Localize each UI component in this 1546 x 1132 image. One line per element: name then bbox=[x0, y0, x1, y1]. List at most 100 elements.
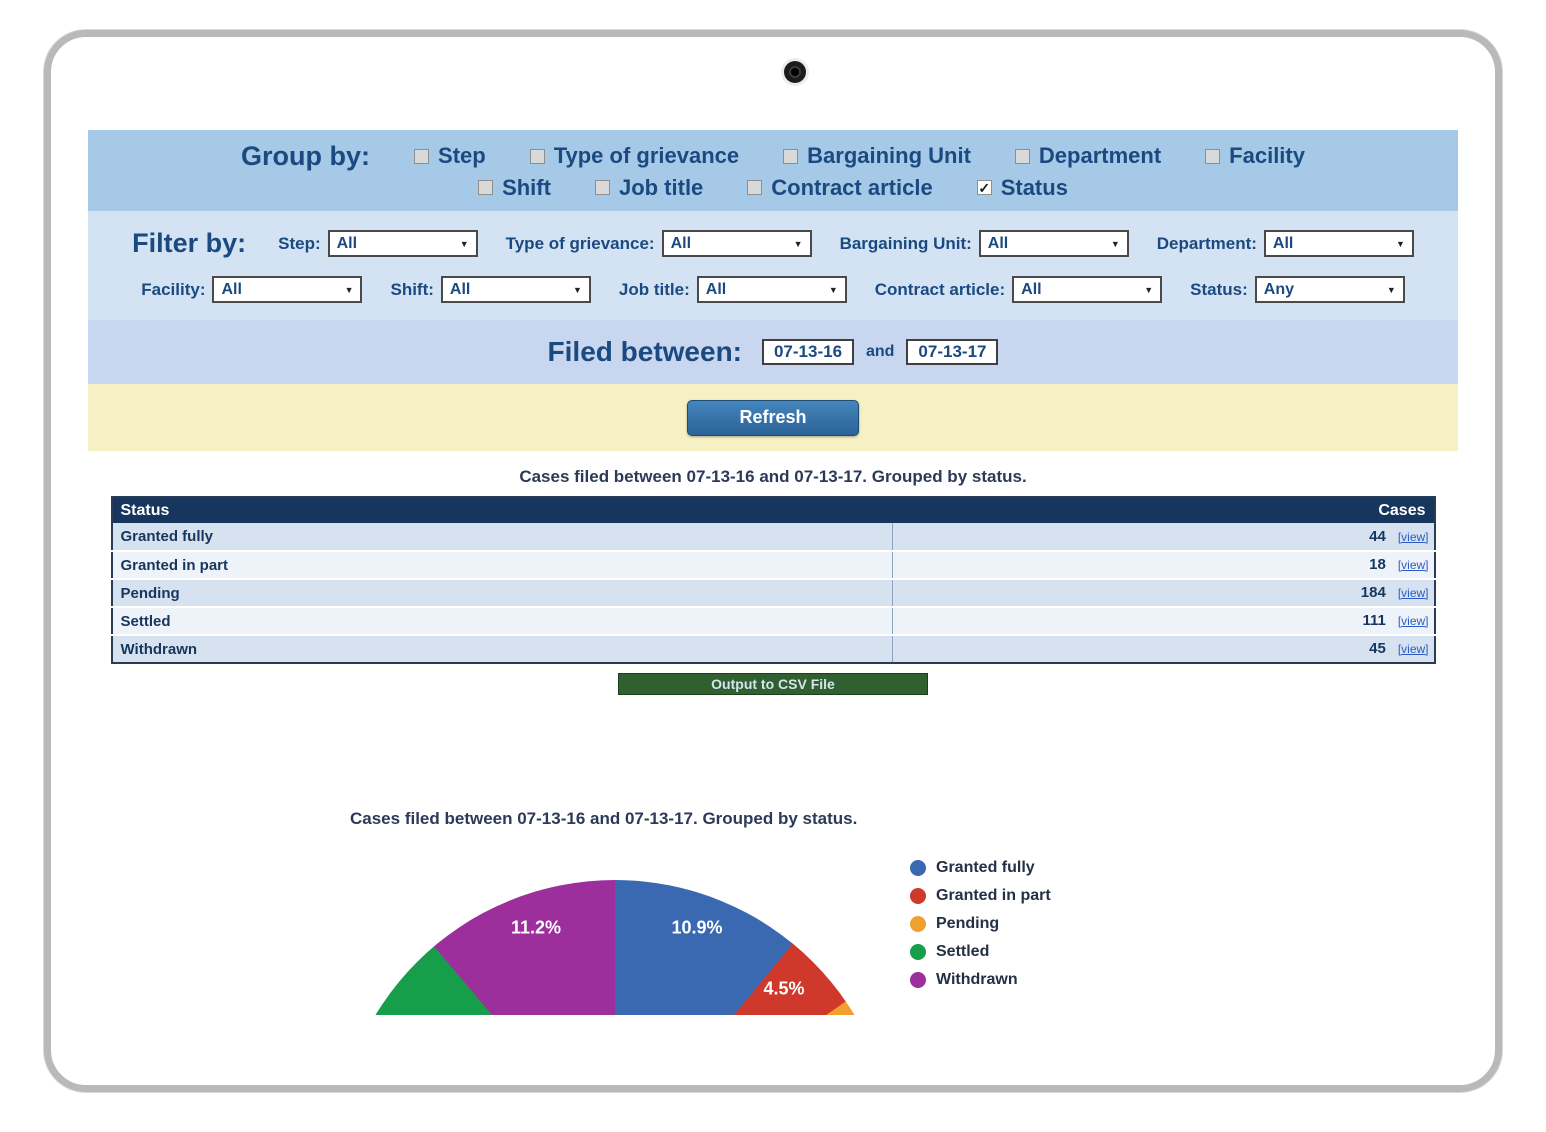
checkbox-checked-icon[interactable] bbox=[976, 180, 992, 195]
checkbox-icon[interactable] bbox=[1205, 148, 1221, 164]
job-title-select[interactable]: All ▼ bbox=[696, 276, 847, 303]
csv-button-area: Output to CSV File bbox=[88, 673, 1458, 695]
filter-shift: Shift: All ▼ bbox=[390, 276, 591, 303]
job-title-select-value: All bbox=[705, 280, 727, 298]
group-by-job-title-label: Job title bbox=[618, 174, 704, 200]
cases-cell: 45 [view] bbox=[891, 634, 1435, 663]
filter-job-title: Job title: All ▼ bbox=[619, 276, 847, 303]
pie-slice-label-withdrawn: 11.2% bbox=[510, 917, 562, 938]
table-row: Granted in part 18 [view] bbox=[111, 550, 1435, 579]
legend-item-granted-fully: Granted fully bbox=[910, 859, 1051, 876]
group-by-job-title[interactable]: Job title bbox=[594, 174, 704, 201]
filter-department: Department: All ▼ bbox=[1157, 230, 1414, 257]
job-title-filter-label: Job title: bbox=[618, 279, 690, 299]
contract-article-select[interactable]: All ▼ bbox=[1012, 276, 1163, 303]
view-link[interactable]: [view] bbox=[1397, 614, 1429, 628]
legend-dot-icon bbox=[910, 915, 926, 932]
checkbox-icon[interactable] bbox=[594, 180, 610, 195]
filter-type-of-grievance: Type of grievance: All ▼ bbox=[506, 230, 812, 257]
group-by-bar: Group by: Step Type of grievance Bargain… bbox=[88, 130, 1458, 211]
filed-between-bar: Filed between: and bbox=[88, 320, 1458, 384]
filter-by-label: Filter by: bbox=[132, 228, 247, 258]
view-link[interactable]: [view] bbox=[1397, 558, 1429, 572]
cases-cell: 184 [view] bbox=[891, 578, 1435, 607]
bargaining-unit-select-value: All bbox=[987, 234, 1009, 252]
filter-bargaining-unit: Bargaining Unit: All ▼ bbox=[840, 230, 1129, 257]
group-by-step-label: Step bbox=[438, 143, 486, 168]
filter-status: Status: Any ▼ bbox=[1190, 276, 1405, 303]
and-label: and bbox=[866, 343, 895, 360]
case-count: 111 bbox=[1362, 612, 1386, 629]
cases-cell: 18 [view] bbox=[891, 550, 1435, 579]
legend-label: Pending bbox=[936, 914, 1000, 932]
date-from-input[interactable] bbox=[762, 339, 854, 365]
group-by-shift-label: Shift bbox=[502, 174, 551, 200]
group-by-type-of-grievance[interactable]: Type of grievance bbox=[529, 143, 740, 169]
dropdown-arrow-icon: ▼ bbox=[573, 284, 582, 295]
checkbox-icon[interactable] bbox=[414, 148, 430, 164]
filed-between-label: Filed between: bbox=[547, 336, 742, 367]
type-select-value: All bbox=[670, 234, 692, 252]
filter-by-bar: Filter by: Step: All ▼ Type of grievance… bbox=[88, 211, 1458, 320]
table-row: Pending 184 [view] bbox=[111, 578, 1435, 607]
refresh-band: Refresh bbox=[88, 384, 1458, 451]
case-count: 45 bbox=[1369, 640, 1386, 657]
legend-label: Settled bbox=[936, 942, 990, 960]
shift-select[interactable]: All ▼ bbox=[440, 276, 591, 303]
legend-item-settled: Settled bbox=[910, 943, 1051, 960]
dropdown-arrow-icon: ▼ bbox=[1144, 284, 1154, 295]
pie-chart bbox=[335, 880, 895, 1015]
legend-dot-icon bbox=[910, 971, 926, 988]
filter-facility: Facility: All ▼ bbox=[141, 276, 363, 303]
view-link[interactable]: [view] bbox=[1397, 642, 1429, 656]
group-by-type-label: Type of grievance bbox=[553, 143, 740, 168]
type-of-grievance-select[interactable]: All ▼ bbox=[661, 230, 812, 257]
group-by-shift[interactable]: Shift bbox=[478, 175, 551, 201]
view-link[interactable]: [view] bbox=[1397, 586, 1429, 600]
legend-item-granted-in-part: Granted in part bbox=[910, 887, 1051, 904]
cases-cell: 111 [view] bbox=[891, 606, 1435, 635]
cases-column-header: Cases bbox=[891, 497, 1435, 523]
bargaining-unit-filter-label: Bargaining Unit: bbox=[839, 233, 972, 253]
dropdown-arrow-icon: ▼ bbox=[1386, 284, 1396, 295]
group-by-status-label: Status bbox=[1000, 174, 1068, 200]
status-filter-label: Status: bbox=[1190, 279, 1248, 299]
group-by-step[interactable]: Step bbox=[414, 143, 486, 169]
checkbox-icon[interactable] bbox=[1014, 148, 1030, 164]
department-select[interactable]: All ▼ bbox=[1263, 230, 1414, 257]
checkbox-icon[interactable] bbox=[478, 180, 494, 195]
chart-legend: Granted fully Granted in part Pending Se… bbox=[910, 859, 1051, 988]
bargaining-unit-select[interactable]: All ▼ bbox=[978, 230, 1129, 257]
dropdown-arrow-icon: ▼ bbox=[344, 284, 354, 295]
step-select[interactable]: All ▼ bbox=[327, 230, 478, 257]
refresh-button[interactable]: Refresh bbox=[687, 399, 859, 436]
group-by-label: Group by: bbox=[241, 140, 371, 171]
checkbox-icon[interactable] bbox=[747, 180, 763, 195]
checkbox-icon[interactable] bbox=[529, 148, 545, 164]
group-by-bargaining-unit[interactable]: Bargaining Unit bbox=[783, 143, 971, 169]
dropdown-arrow-icon: ▼ bbox=[793, 238, 803, 249]
shift-select-value: All bbox=[449, 280, 471, 298]
output-csv-button[interactable]: Output to CSV File bbox=[618, 673, 928, 695]
dropdown-arrow-icon: ▼ bbox=[1110, 238, 1120, 249]
group-by-department-label: Department bbox=[1038, 143, 1162, 168]
status-select[interactable]: Any ▼ bbox=[1254, 276, 1405, 303]
group-by-contract-article[interactable]: Contract article bbox=[747, 175, 933, 201]
contract-article-select-value: All bbox=[1021, 280, 1042, 298]
facility-select[interactable]: All ▼ bbox=[212, 276, 363, 303]
cases-table: Status Cases Granted fully 44 [view] Gran… bbox=[110, 496, 1436, 664]
date-to-input[interactable] bbox=[906, 339, 999, 365]
case-count: 184 bbox=[1360, 584, 1386, 601]
group-by-status[interactable]: Status bbox=[976, 174, 1068, 201]
table-header-row: Status Cases bbox=[111, 497, 1435, 523]
legend-dot-icon bbox=[910, 887, 926, 904]
view-link[interactable]: [view] bbox=[1397, 529, 1429, 544]
status-cell: Pending bbox=[111, 578, 893, 607]
department-filter-label: Department: bbox=[1156, 233, 1257, 253]
checkbox-icon[interactable] bbox=[783, 148, 799, 164]
group-by-facility[interactable]: Facility bbox=[1205, 143, 1305, 169]
legend-label: Granted fully bbox=[936, 858, 1035, 876]
department-select-value: All bbox=[1272, 234, 1294, 252]
group-by-department[interactable]: Department bbox=[1014, 143, 1162, 169]
pie-slice-label-granted-fully: 10.9% bbox=[671, 917, 723, 938]
